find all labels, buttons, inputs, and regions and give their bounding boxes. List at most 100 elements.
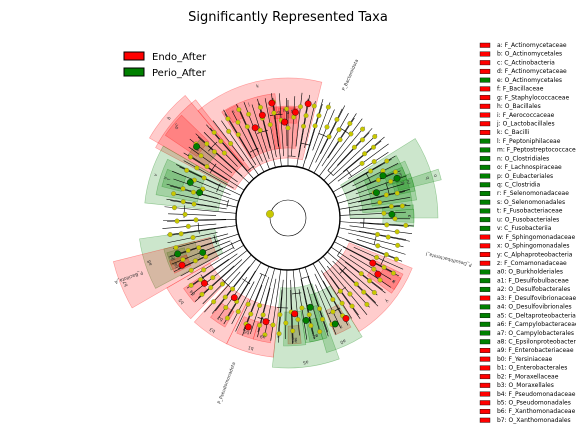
tree-node xyxy=(226,128,232,134)
branch-arc xyxy=(208,141,218,152)
tree-node xyxy=(372,134,378,139)
branch xyxy=(332,134,378,176)
branch xyxy=(312,263,346,322)
tree-node xyxy=(383,192,389,198)
tree-node xyxy=(312,123,318,129)
branch xyxy=(358,230,407,240)
tree-node xyxy=(225,116,231,122)
sector-label-a8: a8 xyxy=(146,259,153,266)
significant-node-perio xyxy=(388,210,396,218)
root-ring xyxy=(235,165,341,271)
significant-node-endo xyxy=(178,261,186,269)
tree-node xyxy=(192,258,198,264)
branch xyxy=(292,269,300,336)
sector-label-o: o xyxy=(432,174,438,178)
significant-node-endo xyxy=(304,100,312,108)
key-label-a1: a1: F_Desulfobulbaceae xyxy=(497,277,569,284)
tree-node xyxy=(198,153,204,159)
clade-key: a: F_Actinomycetaceae b: O_Actinomycetale… xyxy=(479,42,576,424)
key-swatch-a xyxy=(479,42,491,48)
branch xyxy=(314,273,341,329)
key-label-v: v: C_Fusobacteriia xyxy=(497,225,552,232)
tree-node xyxy=(276,331,282,337)
legend-swatch-endo xyxy=(123,51,145,61)
tree-node xyxy=(178,231,184,237)
branch xyxy=(307,276,329,337)
key-label-j: j: O_Lactobacillales xyxy=(496,120,555,127)
tree-node xyxy=(184,167,190,173)
branch xyxy=(172,193,238,208)
tree-node xyxy=(235,132,241,138)
branch-arc xyxy=(209,163,217,174)
branch xyxy=(195,133,243,177)
key-label-b: b: O_Actinomycetales xyxy=(497,51,562,58)
tree-node xyxy=(211,130,217,135)
tree-node xyxy=(211,299,217,305)
key-label-b1: b1: O_Enterobacterales xyxy=(497,365,567,372)
branch-arc xyxy=(257,130,268,134)
tree-node xyxy=(347,291,353,297)
tree-node xyxy=(257,322,263,328)
tree-node xyxy=(381,210,387,216)
key-label-q: q: C_Clostridia xyxy=(497,182,541,189)
key-swatch-a1 xyxy=(479,278,491,284)
branch xyxy=(332,260,376,303)
key-swatch-b7 xyxy=(479,417,491,423)
tree-node xyxy=(385,234,391,240)
sector-label-a: a xyxy=(287,111,290,116)
tree-node xyxy=(236,107,242,113)
sector-label-w: w xyxy=(390,278,396,284)
tree-node xyxy=(317,306,323,312)
tree-node xyxy=(337,137,343,143)
branch xyxy=(356,239,406,255)
key-label-a0: a0: O_Burkholderiales xyxy=(497,269,563,276)
branch xyxy=(348,189,410,205)
tree-node xyxy=(198,277,204,283)
branch-arc xyxy=(348,207,351,215)
tree-node xyxy=(367,278,373,284)
significant-node-perio xyxy=(306,303,314,311)
legend-label-endo: Endo_After xyxy=(152,52,207,63)
clade-sector-b xyxy=(149,95,244,184)
tree-node xyxy=(393,169,398,175)
branch xyxy=(166,198,217,208)
branch xyxy=(313,113,349,174)
tree-node xyxy=(245,301,251,307)
tree-node xyxy=(324,124,330,130)
branch xyxy=(296,98,309,167)
tree-node xyxy=(248,311,254,317)
legend-swatch-perio xyxy=(123,67,145,77)
tree-node xyxy=(188,282,194,288)
sector-label-u: u xyxy=(163,176,169,180)
tree-node xyxy=(180,186,186,192)
tree-node xyxy=(348,131,354,137)
branch xyxy=(348,232,404,248)
tree-node xyxy=(260,312,266,318)
significant-node-endo xyxy=(244,323,252,331)
branch xyxy=(257,268,276,333)
significant-node-perio xyxy=(393,174,401,182)
key-label-a7: a7: O_Campylobacterales xyxy=(497,330,574,337)
branch xyxy=(304,101,316,148)
tree-node xyxy=(330,297,336,302)
branch xyxy=(203,132,238,167)
sector-label-c: c xyxy=(175,122,181,128)
branch xyxy=(295,92,303,147)
sector-label-b4: b4 xyxy=(188,288,196,296)
branch xyxy=(264,98,277,158)
tree-node xyxy=(171,191,177,197)
clade-sector-v xyxy=(144,145,228,212)
branch-arc xyxy=(213,235,217,245)
tree-node xyxy=(167,232,173,238)
tree-node xyxy=(180,257,186,263)
tree-node xyxy=(285,125,291,131)
key-label-p: p: O_Eubacteriales xyxy=(497,173,553,180)
key-swatch-a7 xyxy=(479,330,491,336)
tree-node xyxy=(349,303,355,309)
key-swatch-r xyxy=(479,191,491,196)
sector-label-q: q xyxy=(424,176,430,180)
branch xyxy=(172,233,229,249)
key-swatch-k xyxy=(479,129,491,135)
tree-node xyxy=(334,117,340,122)
